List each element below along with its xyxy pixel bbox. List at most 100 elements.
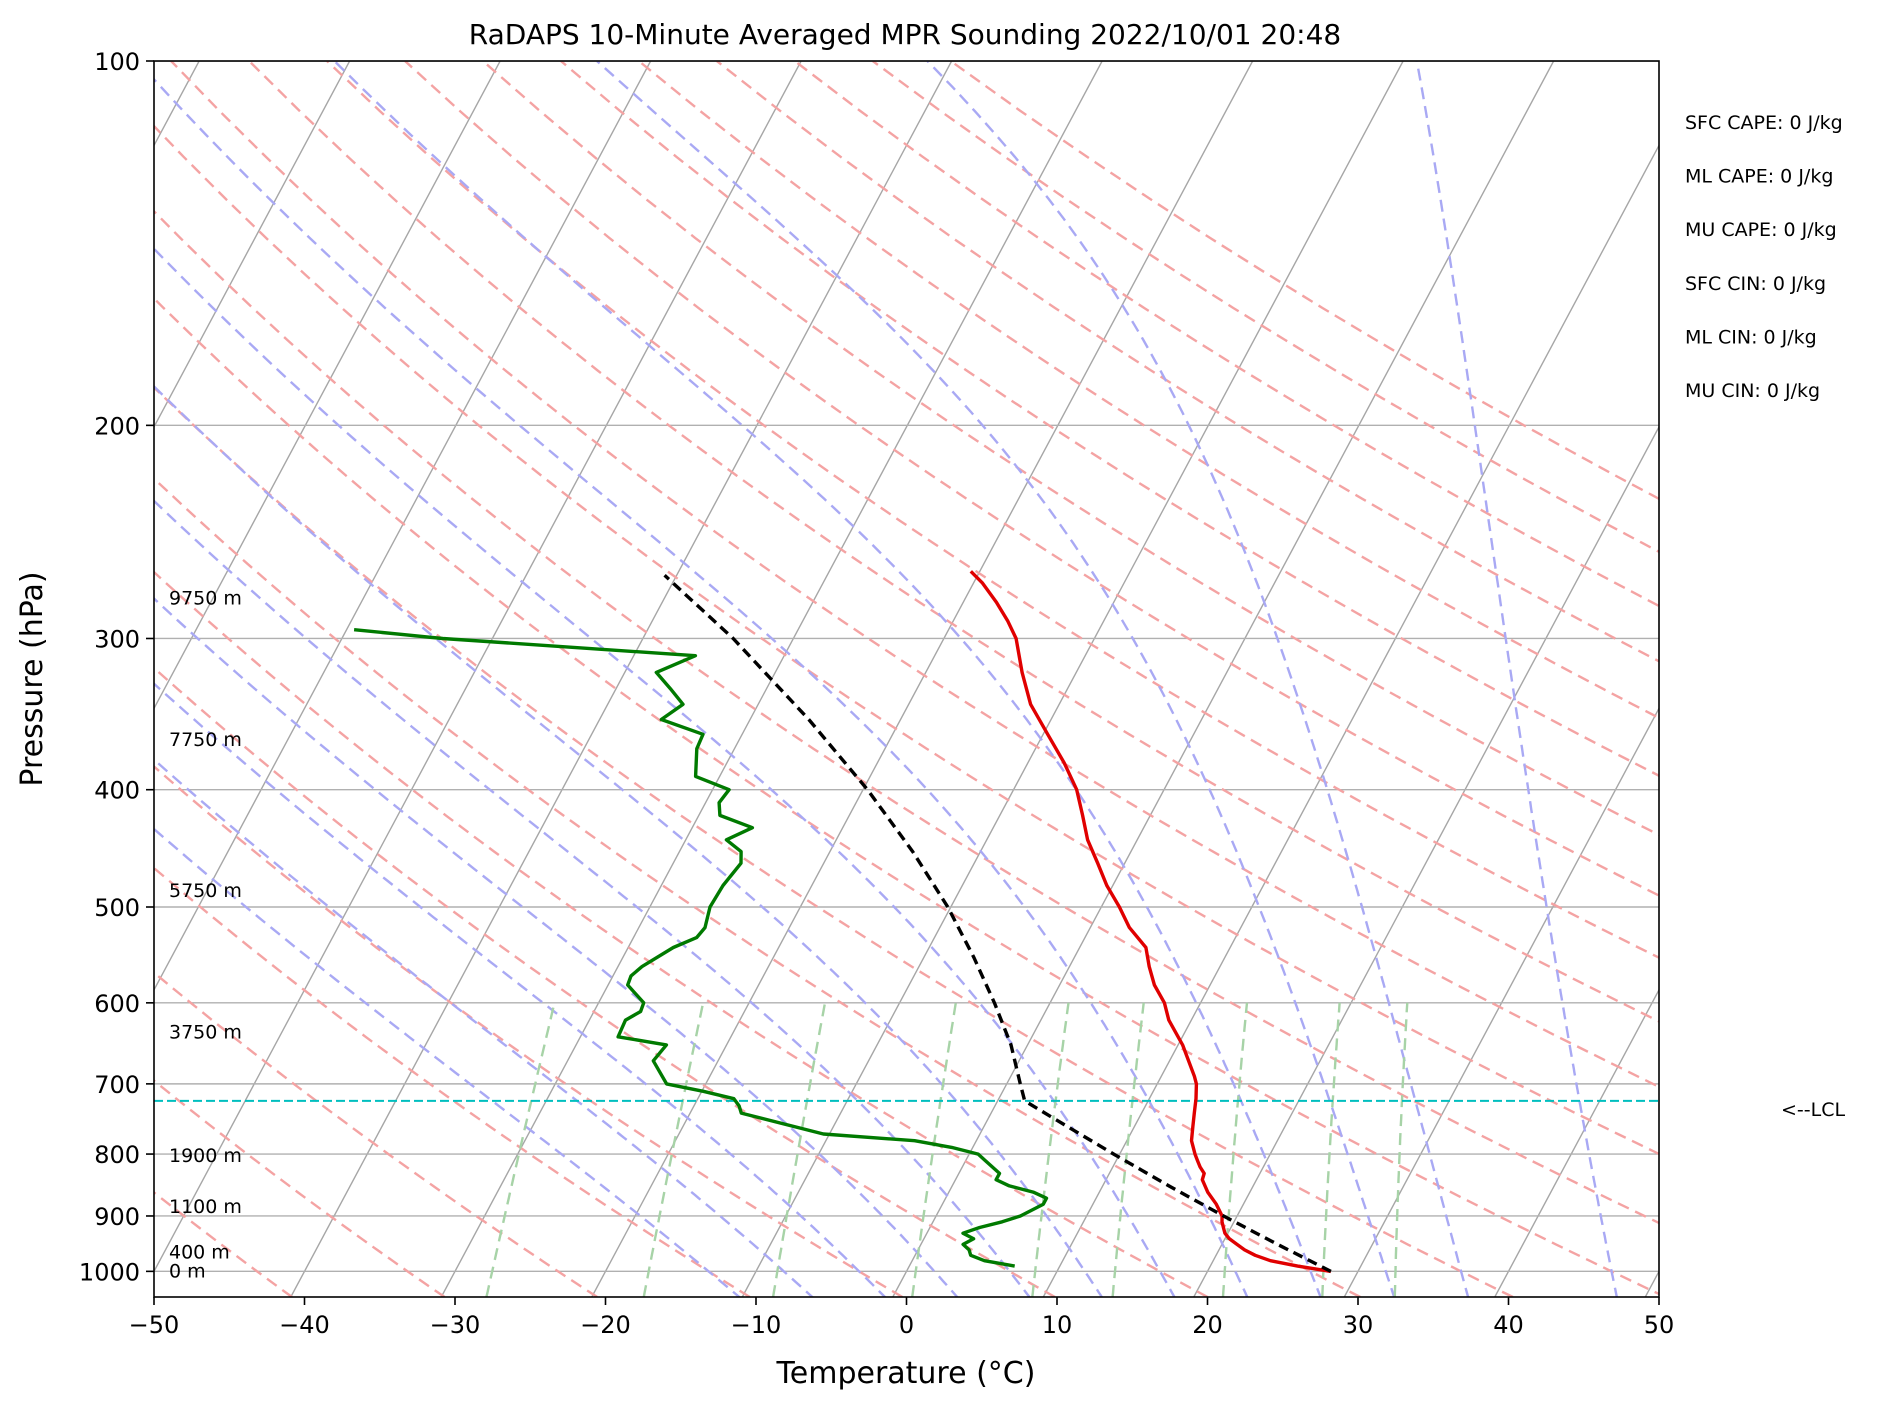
mixing-ratio-line [911, 1002, 957, 1297]
isotherm-line [741, 61, 1404, 1297]
index-value: MU CIN: 0 J/kg [1685, 380, 1820, 402]
x-tick-label: −40 [279, 1311, 330, 1339]
dry-adiabat-line [154, 666, 1056, 1297]
y-tick-label: 500 [94, 894, 140, 922]
dry-adiabat-line [154, 570, 1209, 1297]
plot-area [154, 61, 1659, 1297]
moist-adiabat-line [154, 499, 1031, 1297]
height-label: 0 m [169, 1260, 206, 1282]
height-label: 1100 m [169, 1196, 242, 1218]
sounding-series [353, 570, 1332, 1274]
moist-adiabat-line [154, 77, 1249, 1297]
dewpoint-line [353, 628, 1049, 1268]
isotherm-line [1494, 988, 1659, 1297]
mixing-ratio-line [642, 1002, 705, 1297]
mixing-ratio-line [1321, 1002, 1341, 1297]
x-axis-ticks: −50 −40 −30 −20 −10 0 10 20 30 40 50 [129, 1297, 1675, 1339]
dry-adiabat-line [154, 477, 1361, 1297]
isotherm-line [154, 61, 802, 1273]
moist-adiabat-line [154, 827, 742, 1297]
y-tick-label: 300 [94, 625, 140, 653]
height-label: 7750 m [169, 729, 242, 751]
mixing-ratio-line [485, 1002, 556, 1297]
index-value: MU CAPE: 0 J/kg [1685, 219, 1837, 241]
x-tick-label: 50 [1644, 1311, 1675, 1339]
isotherms [154, 61, 1659, 1297]
x-tick-label: −10 [731, 1311, 782, 1339]
temperature-line [969, 570, 1332, 1274]
mixing-ratio-line [1221, 1002, 1249, 1297]
dry-adiabat-line [154, 764, 904, 1297]
height-label: 3750 m [169, 1022, 242, 1044]
moist-adiabat-line [333, 61, 1322, 1297]
dry-adiabat-line [154, 385, 1514, 1297]
dry-adiabat-line [154, 209, 1659, 1225]
y-tick-label: 900 [94, 1203, 140, 1231]
x-axis-label: Temperature (°C) [776, 1356, 1036, 1391]
dry-adiabat-line [154, 124, 1659, 1156]
isotherm-line [154, 61, 501, 710]
height-label: 400 m [169, 1242, 230, 1264]
y-tick-label: 600 [94, 990, 140, 1018]
moist-adiabat-line [154, 384, 1104, 1297]
isotherm-line [154, 61, 652, 992]
mixing-ratio-line [1393, 1002, 1409, 1297]
x-tick-label: 0 [899, 1311, 914, 1339]
dry-adiabat-line [248, 61, 1659, 1023]
y-tick-label: 1000 [79, 1258, 140, 1286]
chart-title: RaDAPS 10-Minute Averaged MPR Sounding 2… [469, 18, 1341, 51]
y-tick-label: 200 [94, 412, 140, 440]
x-tick-label: 30 [1343, 1311, 1374, 1339]
mixing-ratio-line [1031, 1002, 1070, 1297]
moist-adiabat-line [1415, 61, 1619, 1297]
dry-adiabat-line [482, 61, 1659, 837]
dry-adiabat-line [638, 61, 1659, 720]
x-tick-label: 20 [1192, 1311, 1223, 1339]
indices-panel: SFC CAPE: 0 J/kg ML CAPE: 0 J/kg MU CAPE: … [1685, 112, 1843, 402]
y-tick-label: 100 [94, 48, 140, 76]
isotherm-line [1193, 425, 1659, 1297]
dry-adiabat-line [154, 971, 598, 1297]
y-tick-label: 400 [94, 777, 140, 805]
dry-adiabat-line [170, 61, 1659, 1089]
index-value: SFC CAPE: 0 J/kg [1685, 112, 1843, 134]
index-value: ML CAPE: 0 J/kg [1685, 166, 1833, 188]
x-tick-label: −50 [129, 1311, 180, 1339]
moist-adiabat-line [154, 758, 815, 1297]
x-tick-label: 10 [1042, 1311, 1073, 1339]
moist-adiabat-line [596, 61, 1396, 1297]
height-label: 9750 m [169, 587, 242, 609]
pressure-gridlines [154, 61, 1659, 1273]
y-axis-label: Pressure (hPa) [15, 571, 50, 786]
dry-adiabat-line [404, 61, 1659, 897]
lcl-label: <--LCL [1781, 1099, 1845, 1121]
x-tick-label: −20 [580, 1311, 631, 1339]
x-tick-label: −30 [430, 1311, 481, 1339]
dry-adiabat-line [154, 1190, 293, 1297]
height-label: 1900 m [169, 1145, 242, 1167]
height-labels: 9750 m 7750 m 5750 m 3750 m 1900 m 1100 m 400 … [169, 587, 242, 1282]
dry-adiabat-line [154, 296, 1659, 1296]
isotherm-line [892, 61, 1555, 1297]
mixing-ratio-line [1111, 1002, 1145, 1297]
mixing-ratio-lines [485, 1002, 1409, 1297]
isotherm-line [154, 61, 351, 429]
isotherm-line [290, 61, 953, 1297]
isotherm-line [1343, 706, 1659, 1297]
height-label: 5750 m [169, 880, 242, 902]
isotherm-line [1042, 143, 1659, 1297]
index-value: SFC CIN: 0 J/kg [1685, 273, 1826, 295]
moist-adiabat-line [154, 596, 959, 1297]
moist-adiabat-line [926, 61, 1470, 1297]
moist-adiabat-line [154, 682, 887, 1297]
parcel-path-line [663, 574, 1332, 1273]
x-tick-label: 40 [1493, 1311, 1524, 1339]
y-tick-label: 800 [94, 1141, 140, 1169]
y-tick-label: 700 [94, 1071, 140, 1099]
dry-adiabats [154, 61, 1659, 1297]
moist-adiabats [154, 61, 1619, 1297]
dry-adiabat-line [154, 866, 751, 1297]
moist-adiabat-line [154, 247, 1176, 1297]
y-axis-ticks: 100 200 300 400 500 600 700 800 900 1000 [79, 48, 154, 1286]
